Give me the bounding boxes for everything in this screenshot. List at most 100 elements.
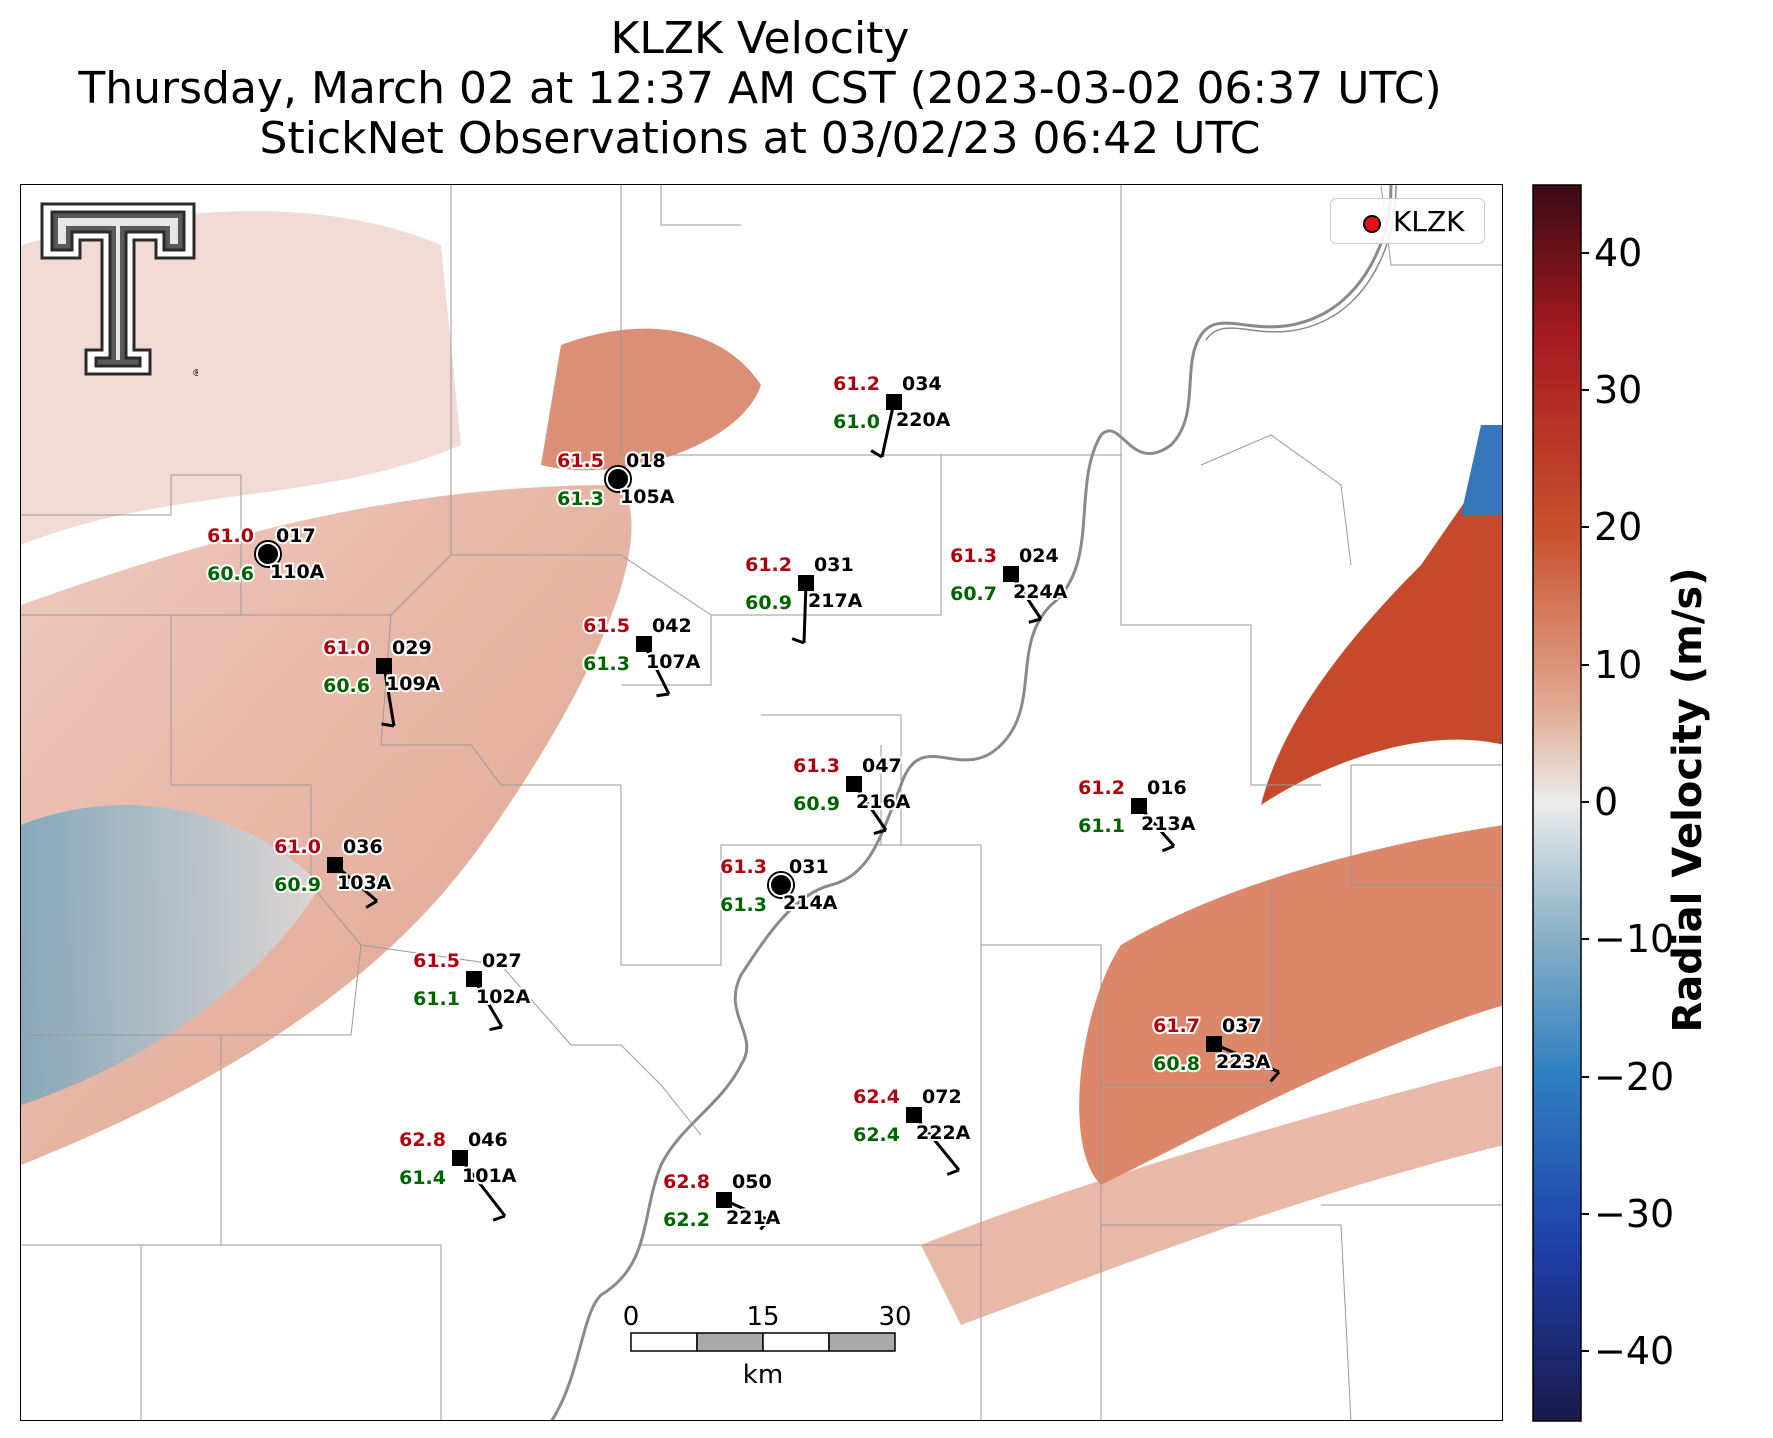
station-temperature: 61.2 [833,373,880,395]
scalebar-seg-2 [696,1332,764,1352]
station-wind-direction: 018 [626,450,666,472]
river [550,185,1393,1420]
station-temperature: 62.8 [399,1129,446,1151]
wind-barb-staff [458,1157,507,1217]
station-temperature: 61.7 [1153,1015,1200,1037]
station-id: 221A [726,1207,781,1229]
station-temperature: 61.0 [274,836,321,858]
station-dewpoint: 61.3 [583,653,630,675]
station-id: 110A [270,561,325,583]
figure-title: KLZK Velocity Thursday, March 02 at 12:3… [20,14,1500,164]
station-wind-direction: 036 [343,836,383,858]
station-dewpoint: 62.2 [663,1209,710,1231]
station-dewpoint: 60.6 [207,563,254,585]
station-plot-214A: 61.3 031 61.3 214A [718,854,840,918]
colorbar-tick-mark [1581,1075,1589,1078]
scalebar-unit: km [743,1360,783,1390]
station-wind-direction: 072 [922,1086,962,1108]
station-plot-103A: 61.0 036 60.9 103A [272,834,394,909]
station-calm-circle-icon [769,873,793,897]
wind-barb-flag [759,1218,771,1231]
station-square-icon [327,857,343,873]
station-dewpoint: 61.4 [399,1167,446,1189]
wind-barb-staff [642,643,671,695]
county-borders [21,185,1502,1420]
scalebar-seg-1 [630,1332,698,1352]
station-wind-direction: 027 [482,950,522,972]
station-temperature: 62.8 [663,1171,710,1193]
station-calm-circle-icon [606,467,630,491]
scalebar-seg-3 [762,1332,830,1352]
station-square-icon [798,575,814,591]
station-temperature: 61.2 [745,554,792,576]
wind-barb-flag [1269,1071,1281,1083]
wind-barb-staff [382,665,396,727]
wind-barb-flag [365,899,378,909]
scalebar: 0 15 30 km [623,1302,912,1390]
svg-text:®: ® [192,368,198,379]
scalebar-tick-0: 0 [623,1302,640,1332]
station-plot-110A: 61.0 017 60.6 110A [205,523,327,587]
station-square-icon [886,394,902,410]
station-dewpoint: 60.9 [745,592,792,614]
echo-region-south-band [921,1065,1502,1325]
colorbar-tick-mark [1581,663,1589,666]
station-square-icon [636,636,652,652]
station-temperature: 61.5 [413,950,460,972]
colorbar-tick-mark [1581,801,1589,803]
station-square-icon [1003,566,1019,582]
station-square-icon [846,776,862,792]
station-temperature: 61.0 [323,637,370,659]
station-wind-direction: 017 [276,525,316,547]
station-square-icon [1206,1036,1222,1052]
station-plot-213A: 61.2 016 61.1 213A [1076,775,1198,853]
station-id: 101A [462,1165,517,1187]
station-plot-101A: 62.8 046 61.4 101A [397,1127,519,1222]
station-id: 105A [620,486,675,508]
echo-region-blue-east [1461,425,1502,515]
station-id: 223A [1216,1051,1271,1073]
station-id: 213A [1141,813,1196,835]
station-plot-222A: 62.4 072 62.4 222A [851,1084,973,1176]
wind-barb-flag [1161,844,1175,853]
wind-barb-staff [912,1114,961,1171]
title-line-3: StickNet Observations at 03/02/23 06:42 … [259,113,1261,164]
station-square-icon [452,1150,468,1166]
station-wind-direction: 016 [1147,777,1187,799]
colorbar-tick-mark [1581,526,1589,529]
station-id: 109A [386,673,441,695]
station-dewpoint: 62.4 [853,1124,900,1146]
echo-region-east-band [1079,825,1502,1185]
echo-region-blue [21,805,321,1105]
wind-barb-flag [791,637,805,645]
station-square-icon [716,1192,732,1208]
station-id: 216A [856,791,911,813]
station-plot-223A: 61.7 037 60.8 223A [1151,1013,1281,1083]
station-temperature: 61.3 [950,545,997,567]
colorbar-tick-mark [1581,389,1589,391]
title-line-2: Thursday, March 02 at 12:37 AM CST (2023… [78,63,1442,114]
radar-echoes [21,211,1502,1325]
station-dewpoint: 61.1 [413,988,460,1010]
station-plot-217A: 61.2 031 60.9 217A [743,552,865,645]
colorbar-tick-label: −20 [1594,1054,1675,1099]
station-plot-221A: 62.8 050 62.2 221A [661,1169,783,1233]
station-wind-direction: 037 [1222,1015,1262,1037]
station-wind-direction: 029 [392,637,432,659]
station-temperature: 61.2 [1078,777,1125,799]
station-dewpoint: 60.7 [950,583,997,605]
station-id: 217A [808,590,863,612]
wind-barb-flag [946,1168,960,1176]
station-id: 222A [916,1122,971,1144]
colorbar-title: Radial Velocity (m/s) [1665,567,1711,1033]
station-dewpoint: 60.8 [1153,1053,1200,1075]
colorbar-tick-label: −40 [1594,1329,1675,1374]
wind-barb-staff [880,401,896,458]
station-wind-direction: 042 [652,615,692,637]
station-dewpoint: 60.6 [323,675,370,697]
title-line-1: KLZK Velocity [610,13,910,64]
station-temperature: 61.0 [207,525,254,547]
station-wind-direction: 050 [732,1171,772,1193]
station-square-icon [1131,798,1147,814]
